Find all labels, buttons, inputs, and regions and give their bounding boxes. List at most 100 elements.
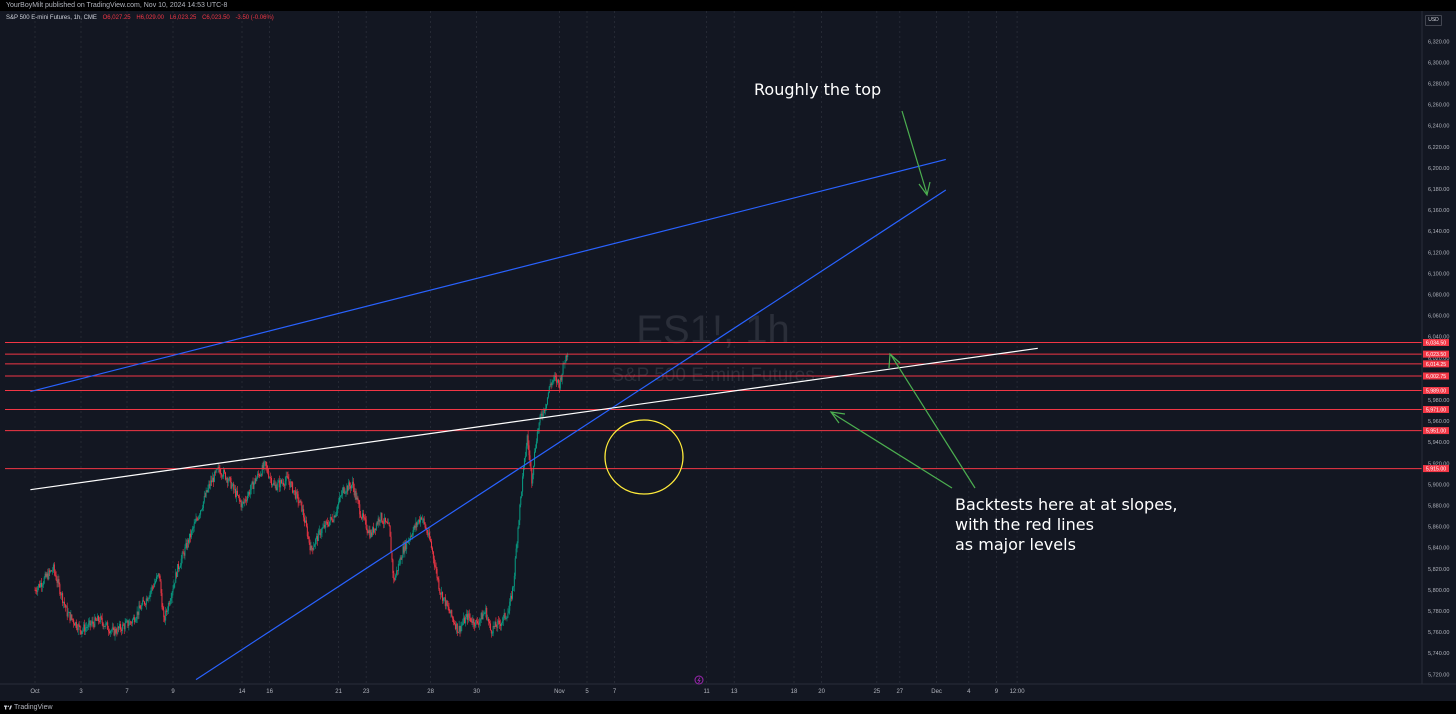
candle [520, 496, 522, 505]
candle [342, 487, 344, 491]
time-axis[interactable]: Oct 3 7 9 14 16 21 23 28 30 Nov 5 7 11 13 18 20 25 27 Dec 4 9… [30, 689, 1025, 695]
candle [483, 613, 485, 615]
candle [546, 397, 548, 405]
candle [431, 541, 433, 548]
candle [377, 518, 379, 525]
candle [157, 573, 159, 576]
candle [93, 623, 95, 627]
candle [73, 619, 75, 624]
candle [119, 624, 121, 629]
candle [505, 617, 507, 619]
candle [297, 494, 299, 503]
candle [541, 413, 543, 416]
candle [437, 577, 439, 580]
lightning-icon[interactable] [694, 675, 704, 685]
candle [492, 626, 494, 634]
candle [198, 516, 200, 520]
candle [384, 517, 386, 524]
candle [258, 474, 260, 477]
candle [100, 616, 102, 618]
candle [453, 618, 455, 623]
time-tick-label: 16 [266, 689, 273, 695]
vertical-gridlines [34, 11, 1018, 684]
candle [166, 610, 168, 612]
candle [167, 603, 169, 611]
candle [543, 408, 545, 416]
candle [173, 583, 175, 589]
candle [396, 570, 398, 572]
candle [526, 435, 528, 447]
time-tick-label: 14 [239, 689, 246, 695]
candle [341, 490, 343, 496]
candle [469, 617, 471, 619]
candle [480, 613, 482, 619]
candle [226, 477, 228, 483]
candle [181, 552, 183, 559]
annotation-backtest: Backtests here at at slopes, with the red… [955, 495, 1177, 554]
candle [190, 530, 192, 538]
candle [511, 587, 513, 599]
candle [165, 610, 167, 621]
candle [501, 621, 503, 624]
candle [285, 475, 287, 481]
candle [81, 631, 83, 634]
candle [374, 528, 376, 530]
candle [312, 548, 314, 550]
candle [317, 530, 319, 542]
time-tick-label: 7 [125, 689, 129, 695]
price-tick-label: 5,800.00 [1428, 588, 1449, 594]
candle [423, 518, 425, 523]
candle [398, 563, 400, 565]
price-tick-label: 5,760.00 [1428, 630, 1449, 636]
candle [295, 491, 297, 499]
candles [34, 352, 569, 641]
candle [529, 455, 531, 462]
candle [468, 613, 470, 618]
trendlines [30, 158, 1038, 681]
candle [494, 622, 496, 627]
candle [82, 629, 84, 632]
symbol-legend[interactable]: S&P 500 E-mini Futures, 1h, CME O6,027.2… [6, 15, 278, 21]
currency-button[interactable]: USD [1425, 15, 1442, 26]
candle [284, 480, 286, 486]
candle [350, 485, 352, 489]
candle [50, 570, 52, 573]
candle [376, 523, 378, 525]
price-axis[interactable]: 6,320.00 6,300.00 6,280.00 6,260.00 6,240.00… [1423, 39, 1449, 678]
time-tick-label: 21 [335, 689, 342, 695]
price-tick-label: 6,040.00 [1428, 335, 1449, 341]
candle [38, 584, 40, 588]
candle [333, 515, 335, 522]
candle [266, 465, 268, 468]
candle [175, 572, 177, 583]
price-tick-label: 6,300.00 [1428, 60, 1449, 66]
candle [496, 626, 498, 628]
candle [299, 500, 301, 503]
symbol-name[interactable]: S&P 500 E-mini Futures, 1h, CME [6, 15, 97, 21]
candle [425, 527, 427, 530]
candle [431, 547, 433, 552]
candle [118, 626, 120, 629]
candle [112, 627, 114, 629]
candle [271, 484, 273, 486]
backtest-circle [604, 419, 684, 495]
candle [277, 482, 279, 488]
candle [48, 570, 50, 580]
candle [51, 570, 53, 572]
candle [152, 586, 154, 588]
candle [166, 610, 168, 612]
price-level-tag [1423, 350, 1449, 358]
candle [69, 612, 71, 621]
candle [352, 481, 354, 488]
candle [485, 607, 487, 613]
candle [160, 581, 162, 594]
candle [40, 582, 42, 588]
candle [551, 382, 553, 386]
candle [155, 576, 157, 582]
annotation-backtest-line: as major levels [955, 535, 1076, 554]
candle [78, 624, 80, 626]
candle [203, 495, 205, 502]
candle [303, 509, 305, 518]
candle [261, 465, 263, 476]
